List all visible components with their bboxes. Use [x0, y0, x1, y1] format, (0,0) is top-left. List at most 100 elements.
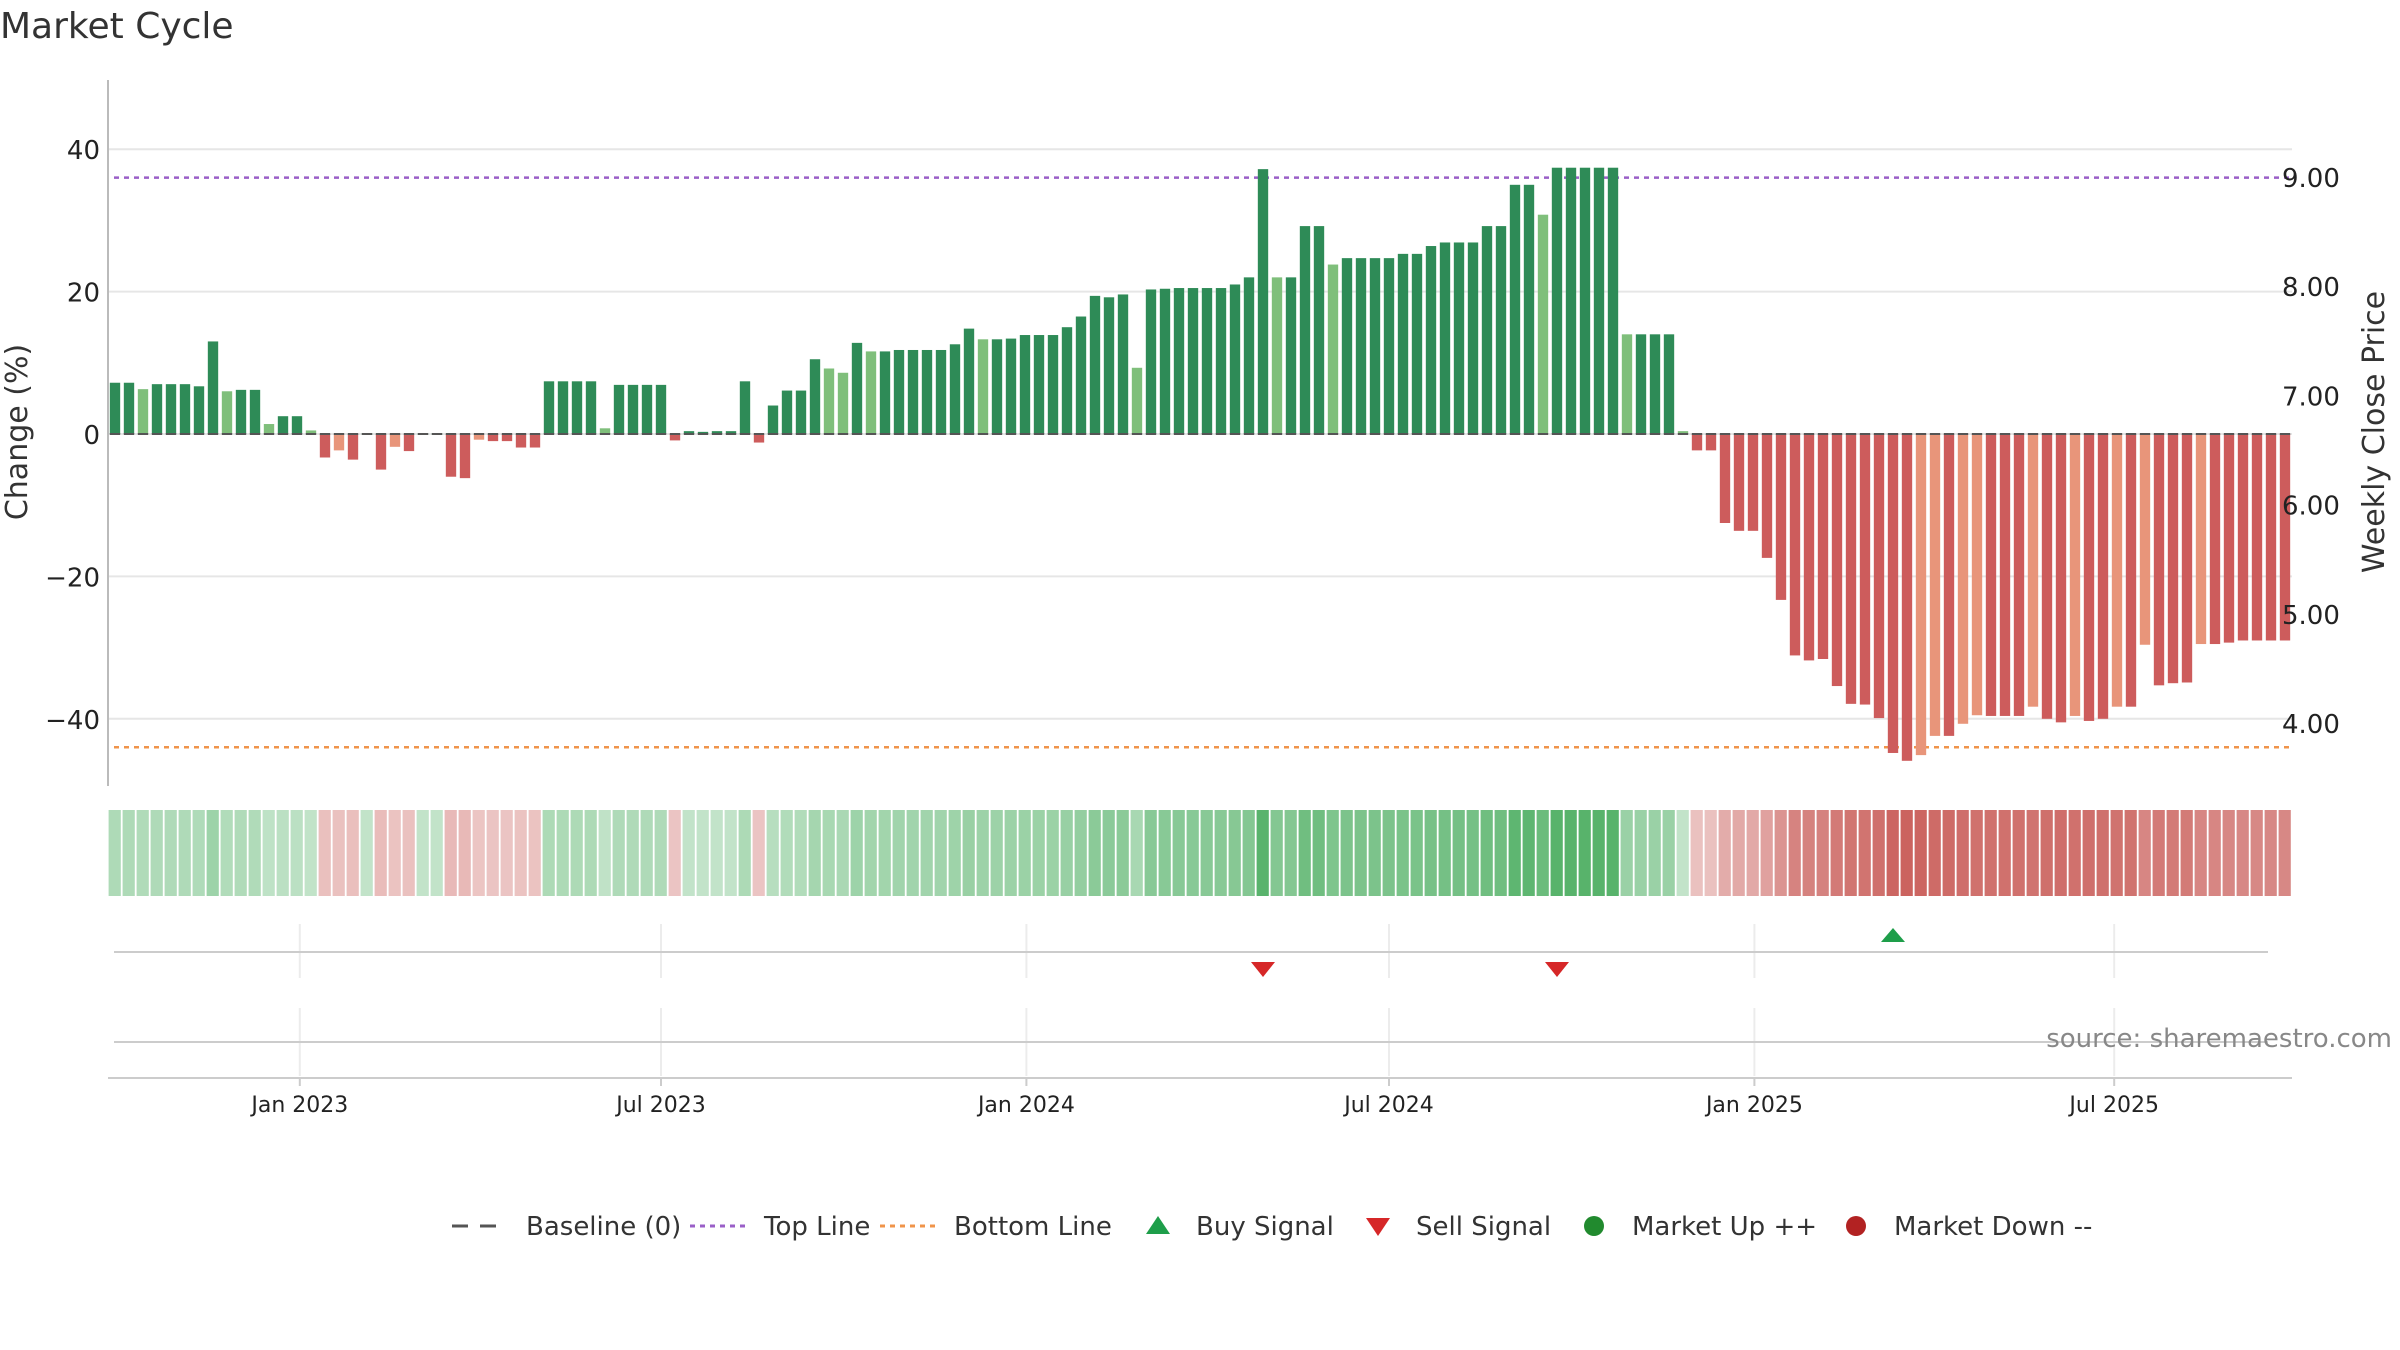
bar: [501, 434, 513, 442]
x-tick-label: Jul 2023: [614, 1093, 706, 1118]
heat-cell: [1634, 810, 1647, 896]
heat-cell: [346, 810, 359, 896]
bar: [515, 434, 527, 448]
legend: Baseline (0) Top Line Bottom Line Buy Signa…: [452, 1212, 2092, 1242]
bar: [123, 382, 135, 434]
signal-panel: [114, 928, 2268, 1043]
bar: [1061, 327, 1073, 434]
bar: [2195, 434, 2207, 645]
heat-cell: [2166, 810, 2179, 896]
bar: [1901, 434, 1913, 761]
bar: [669, 434, 681, 441]
bar: [2055, 434, 2067, 723]
bar: [1551, 167, 1563, 434]
heat-cell: [136, 810, 149, 896]
bar: [109, 382, 121, 434]
bar: [2041, 434, 2053, 719]
bar: [837, 372, 849, 434]
legend-label: Market Down --: [1894, 1212, 2092, 1242]
bar: [1985, 434, 1997, 716]
legend-circle-icon: [1584, 1216, 1604, 1236]
heat-cell: [1606, 810, 1619, 896]
x-tick-label: Jan 2024: [976, 1093, 1075, 1118]
bar: [1537, 214, 1549, 434]
heat-cell: [1648, 810, 1661, 896]
heat-cell: [2068, 810, 2081, 896]
bar: [2265, 434, 2277, 641]
legend-label: Buy Signal: [1196, 1212, 1334, 1242]
heat-cell: [164, 810, 177, 896]
bar: [165, 384, 177, 434]
heat-cell: [458, 810, 471, 896]
heat-cell: [304, 810, 317, 896]
heat-cell: [878, 810, 891, 896]
bar: [1929, 434, 1941, 736]
heat-cell: [1956, 810, 1969, 896]
heat-cell: [486, 810, 499, 896]
bar: [599, 428, 611, 434]
heat-cell: [1550, 810, 1563, 896]
y-tick-label-left: 40: [67, 136, 100, 166]
heat-cell: [822, 810, 835, 896]
heat-cell: [1480, 810, 1493, 896]
heat-cell: [122, 810, 135, 896]
heat-cell: [2096, 810, 2109, 896]
heat-cell: [1424, 810, 1437, 896]
bar: [1887, 434, 1899, 753]
heat-cell: [1452, 810, 1465, 896]
bar: [1481, 226, 1493, 434]
heat-cell: [2012, 810, 2025, 896]
heat-cell: [1410, 810, 1423, 896]
heat-cell: [2194, 810, 2207, 896]
cycle-heat-strip: [108, 810, 2291, 896]
heat-cell: [416, 810, 429, 896]
heat-cell: [178, 810, 191, 896]
bar: [893, 349, 905, 434]
heat-cell: [892, 810, 905, 896]
bar: [1229, 284, 1241, 434]
heat-cell: [2040, 810, 2053, 896]
heat-cell: [528, 810, 541, 896]
heat-cell: [206, 810, 219, 896]
heat-cell: [1844, 810, 1857, 896]
heat-cell: [472, 810, 485, 896]
bar: [1005, 338, 1017, 434]
heat-cell: [248, 810, 261, 896]
bar: [949, 344, 961, 434]
legend-item: Buy Signal: [1146, 1212, 1334, 1242]
heat-cell: [1144, 810, 1157, 896]
heat-cell: [1032, 810, 1045, 896]
heat-cell: [696, 810, 709, 896]
buy-signal-marker: [1881, 928, 1905, 942]
heat-cell: [2250, 810, 2263, 896]
bar: [1775, 434, 1787, 600]
bar: [1649, 334, 1661, 434]
heat-cell: [2236, 810, 2249, 896]
bar: [1103, 297, 1115, 434]
bar: [1383, 258, 1395, 434]
heat-cell: [640, 810, 653, 896]
bar: [1313, 226, 1325, 434]
axes: 40 20 0 −20 −40 9.00 8.00 7.00 6.00 5.00 4.00 Jan 2…: [45, 80, 2340, 1118]
heat-cell: [1256, 810, 1269, 896]
heat-cell: [1046, 810, 1059, 896]
bar: [697, 431, 709, 434]
bar: [249, 389, 261, 434]
bar: [1593, 167, 1605, 434]
bar: [1733, 434, 1745, 531]
bar: [1453, 242, 1465, 434]
bar: [1509, 184, 1521, 434]
bar: [1523, 184, 1535, 434]
heat-cell: [584, 810, 597, 896]
x-tick-label: Jan 2025: [1704, 1093, 1803, 1118]
heat-cell: [864, 810, 877, 896]
bar: [2279, 434, 2291, 641]
heat-cell: [752, 810, 765, 896]
heat-cell: [654, 810, 667, 896]
legend-item: Sell Signal: [1366, 1212, 1551, 1242]
bar: [277, 416, 289, 434]
y-tick-label-left: −40: [45, 706, 100, 736]
heat-cell: [108, 810, 121, 896]
bar: [1187, 288, 1199, 434]
y-axis-label-left: Change (%): [0, 344, 35, 520]
